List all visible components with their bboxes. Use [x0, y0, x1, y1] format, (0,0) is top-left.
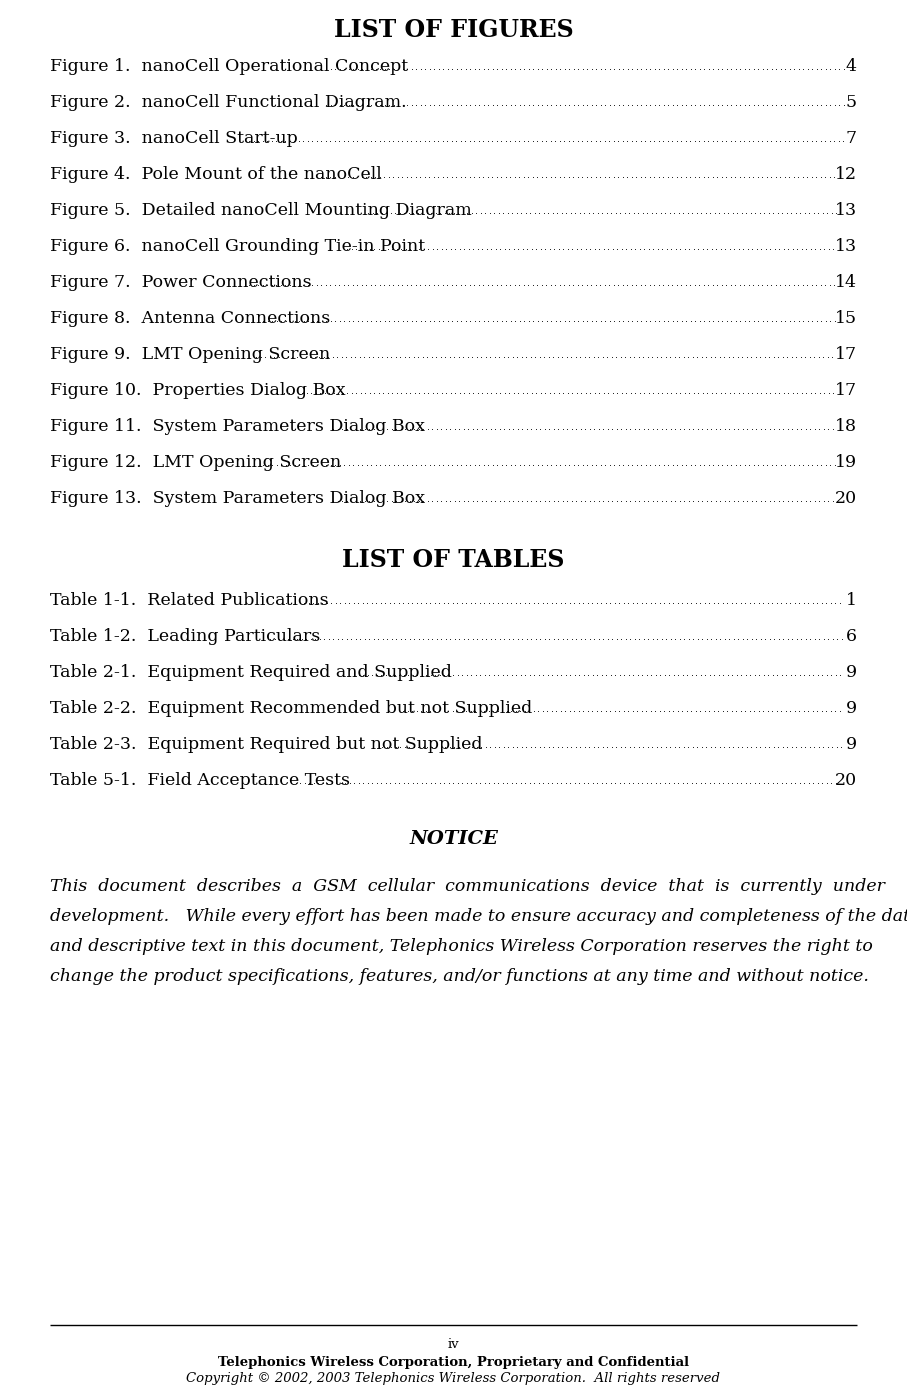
Text: 9: 9	[846, 700, 857, 716]
Text: Figure 5.  Detailed nanoCell Mounting Diagram: Figure 5. Detailed nanoCell Mounting Dia…	[50, 202, 472, 218]
Text: 20: 20	[834, 772, 857, 789]
Text: Figure 9.  LMT Opening Screen: Figure 9. LMT Opening Screen	[50, 346, 330, 363]
Text: 15: 15	[834, 310, 857, 327]
Text: Figure 6.  nanoCell Grounding Tie-in Point: Figure 6. nanoCell Grounding Tie-in Poin…	[50, 238, 425, 255]
Text: 9: 9	[846, 664, 857, 682]
Text: Figure 4.  Pole Mount of the nanoCell: Figure 4. Pole Mount of the nanoCell	[50, 166, 382, 184]
Text: 7: 7	[846, 129, 857, 147]
Text: 13: 13	[834, 202, 857, 218]
Text: Figure 11.  System Parameters Dialog Box: Figure 11. System Parameters Dialog Box	[50, 419, 424, 435]
Text: Figure 12.  LMT Opening Screen: Figure 12. LMT Opening Screen	[50, 453, 341, 472]
Text: Table 2-2.  Equipment Recommended but not Supplied: Table 2-2. Equipment Recommended but not…	[50, 700, 532, 716]
Text: 9: 9	[846, 736, 857, 753]
Text: Figure 3.  nanoCell Start-up: Figure 3. nanoCell Start-up	[50, 129, 297, 147]
Text: 13: 13	[834, 238, 857, 255]
Text: iv: iv	[448, 1338, 459, 1351]
Text: 1: 1	[846, 593, 857, 609]
Text: Figure 7.  Power Connections: Figure 7. Power Connections	[50, 274, 312, 291]
Text: This  document  describes  a  GSM  cellular  communications  device  that  is  c: This document describes a GSM cellular c…	[50, 878, 885, 894]
Text: 5: 5	[846, 95, 857, 111]
Text: 14: 14	[835, 274, 857, 291]
Text: Figure 10.  Properties Dialog Box: Figure 10. Properties Dialog Box	[50, 383, 346, 399]
Text: NOTICE: NOTICE	[409, 830, 498, 849]
Text: 6: 6	[846, 627, 857, 645]
Text: Table 2-1.  Equipment Required and Supplied: Table 2-1. Equipment Required and Suppli…	[50, 664, 452, 682]
Text: 19: 19	[834, 453, 857, 472]
Text: Figure 8.  Antenna Connections: Figure 8. Antenna Connections	[50, 310, 330, 327]
Text: 18: 18	[835, 419, 857, 435]
Text: Figure 1.  nanoCell Operational Concept: Figure 1. nanoCell Operational Concept	[50, 58, 408, 75]
Text: 20: 20	[834, 490, 857, 506]
Text: and descriptive text in this document, Telephonics Wireless Corporation reserves: and descriptive text in this document, T…	[50, 938, 873, 956]
Text: Figure 2.  nanoCell Functional Diagram.: Figure 2. nanoCell Functional Diagram.	[50, 95, 406, 111]
Text: LIST OF TABLES: LIST OF TABLES	[342, 548, 565, 572]
Text: 17: 17	[834, 383, 857, 399]
Text: Telephonics Wireless Corporation, Proprietary and Confidential: Telephonics Wireless Corporation, Propri…	[218, 1356, 689, 1369]
Text: Table 1-2.  Leading Particulars: Table 1-2. Leading Particulars	[50, 627, 320, 645]
Text: 17: 17	[834, 346, 857, 363]
Text: development.   While every effort has been made to ensure accuracy and completen: development. While every effort has been…	[50, 908, 907, 925]
Text: Table 2-3.  Equipment Required but not Supplied: Table 2-3. Equipment Required but not Su…	[50, 736, 483, 753]
Text: LIST OF FIGURES: LIST OF FIGURES	[334, 18, 573, 42]
Text: Figure 13.  System Parameters Dialog Box: Figure 13. System Parameters Dialog Box	[50, 490, 425, 506]
Text: 12: 12	[834, 166, 857, 184]
Text: Table 1-1.  Related Publications: Table 1-1. Related Publications	[50, 593, 328, 609]
Text: change the product specifications, features, and/or functions at any time and wi: change the product specifications, featu…	[50, 968, 869, 985]
Text: 4: 4	[846, 58, 857, 75]
Text: Copyright © 2002, 2003 Telephonics Wireless Corporation.  All rights reserved: Copyright © 2002, 2003 Telephonics Wirel…	[187, 1372, 720, 1385]
Text: Table 5-1.  Field Acceptance Tests: Table 5-1. Field Acceptance Tests	[50, 772, 350, 789]
